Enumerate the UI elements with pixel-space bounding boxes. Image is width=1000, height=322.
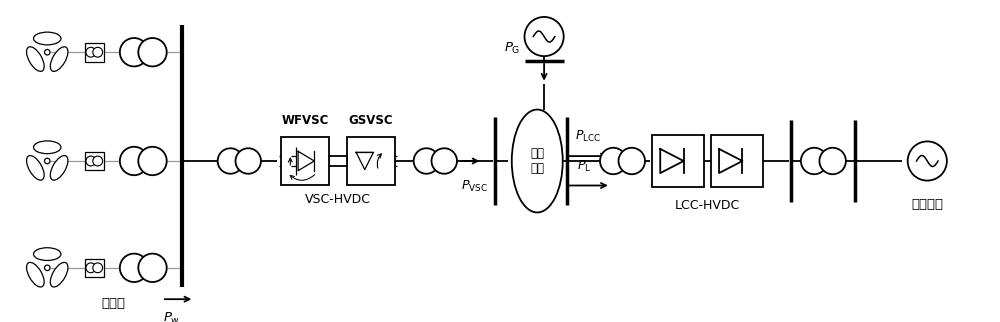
Circle shape xyxy=(86,47,96,57)
Ellipse shape xyxy=(27,262,44,287)
Text: $P_{\mathrm{G}}$: $P_{\mathrm{G}}$ xyxy=(504,41,521,56)
Ellipse shape xyxy=(34,32,61,45)
Circle shape xyxy=(138,147,167,175)
Circle shape xyxy=(431,148,457,174)
Ellipse shape xyxy=(50,47,68,71)
Circle shape xyxy=(908,141,947,181)
Circle shape xyxy=(93,156,103,166)
Text: VSC-HVDC: VSC-HVDC xyxy=(305,193,371,206)
Circle shape xyxy=(801,148,827,174)
Circle shape xyxy=(120,254,148,282)
Bar xyxy=(85,43,104,62)
Text: $P_{\mathrm{VSC}}$: $P_{\mathrm{VSC}}$ xyxy=(461,179,488,194)
Circle shape xyxy=(138,38,167,66)
Circle shape xyxy=(86,156,96,166)
Circle shape xyxy=(218,148,243,174)
Text: WFVSC: WFVSC xyxy=(281,114,329,127)
Text: GSVSC: GSVSC xyxy=(348,114,393,127)
Text: 风电场: 风电场 xyxy=(101,297,125,310)
Text: $P_{\mathrm{LCC}}$: $P_{\mathrm{LCC}}$ xyxy=(575,129,601,144)
Circle shape xyxy=(86,263,96,273)
Circle shape xyxy=(44,50,50,55)
Circle shape xyxy=(414,148,439,174)
Ellipse shape xyxy=(50,262,68,287)
Circle shape xyxy=(44,158,50,164)
Bar xyxy=(711,135,763,187)
Bar xyxy=(85,259,104,277)
Circle shape xyxy=(619,148,645,174)
Circle shape xyxy=(524,17,564,56)
Text: 送端
电网: 送端 电网 xyxy=(530,147,544,175)
Circle shape xyxy=(120,147,148,175)
Ellipse shape xyxy=(34,141,61,154)
Ellipse shape xyxy=(34,248,61,260)
Ellipse shape xyxy=(50,156,68,180)
Text: $P_{\mathrm{L}}$: $P_{\mathrm{L}}$ xyxy=(577,159,591,174)
Text: 负荷中心: 负荷中心 xyxy=(911,198,943,211)
Text: LCC-HVDC: LCC-HVDC xyxy=(675,199,740,212)
Circle shape xyxy=(235,148,261,174)
Bar xyxy=(85,152,104,170)
Ellipse shape xyxy=(27,156,44,180)
Circle shape xyxy=(120,38,148,66)
Circle shape xyxy=(138,254,167,282)
Circle shape xyxy=(93,47,103,57)
Bar xyxy=(652,135,704,187)
Ellipse shape xyxy=(512,109,563,213)
Circle shape xyxy=(600,148,626,174)
Bar xyxy=(281,137,329,185)
Circle shape xyxy=(44,265,50,270)
Bar xyxy=(347,137,395,185)
Text: $P_{\mathrm{w}}$: $P_{\mathrm{w}}$ xyxy=(163,311,180,322)
Ellipse shape xyxy=(27,47,44,71)
Circle shape xyxy=(93,263,103,273)
Circle shape xyxy=(819,148,846,174)
